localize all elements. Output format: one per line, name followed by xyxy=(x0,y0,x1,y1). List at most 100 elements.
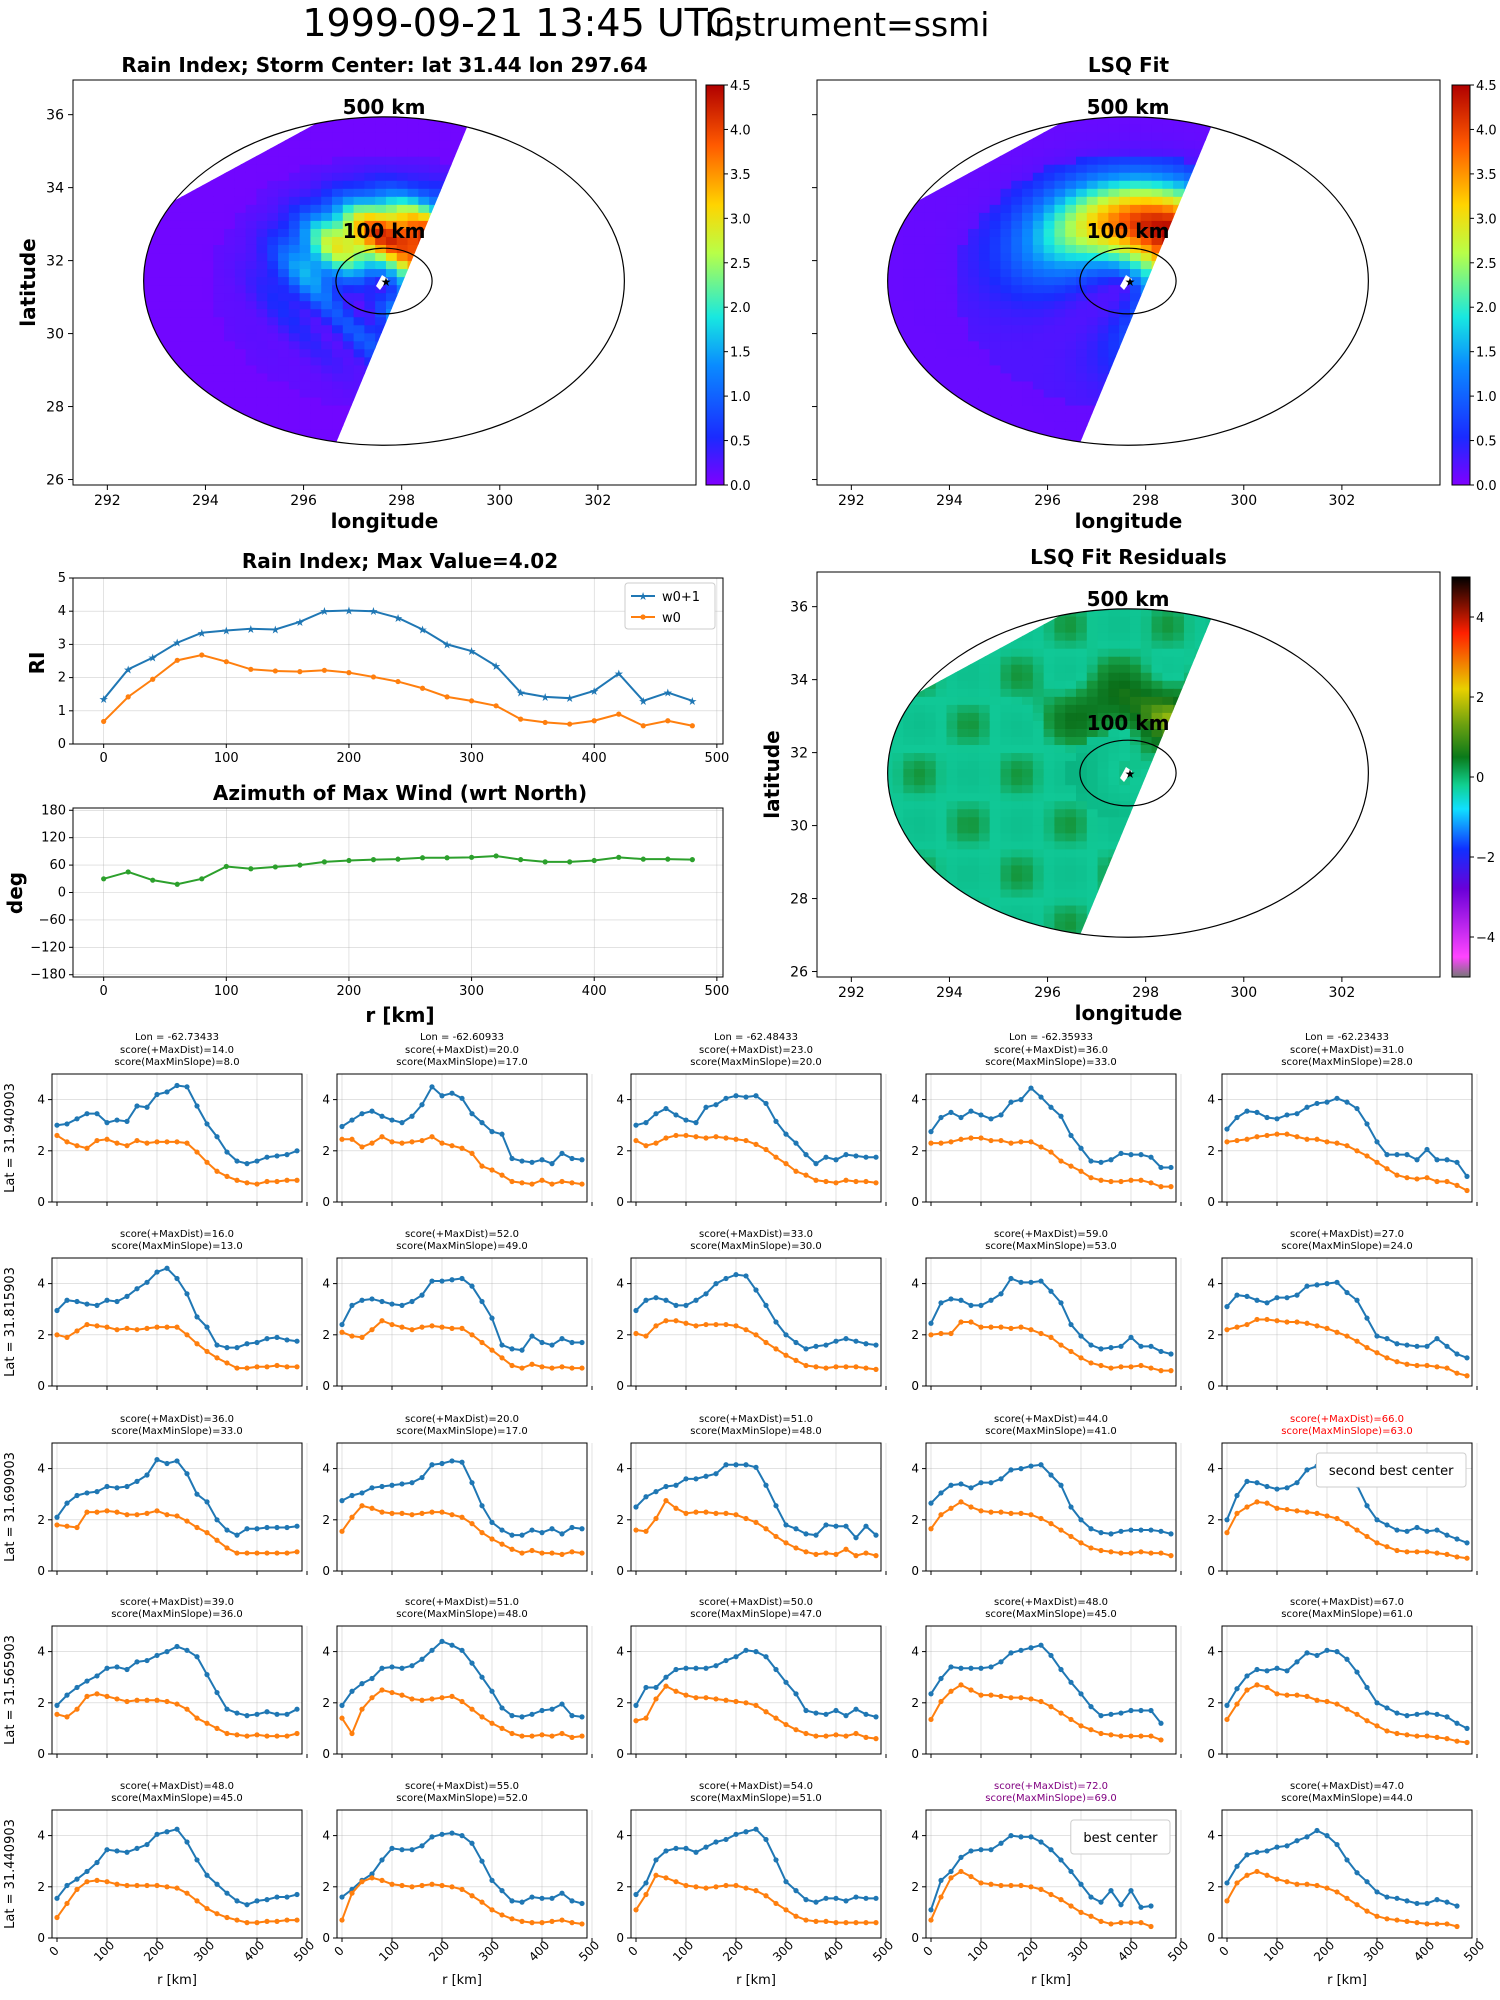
map-pixel xyxy=(332,332,344,342)
map-pixel xyxy=(613,445,625,454)
map-pixel xyxy=(1086,340,1099,350)
map-pixel xyxy=(127,341,139,350)
map-pixel xyxy=(677,453,689,462)
map-pixel xyxy=(849,461,861,470)
map-pixel xyxy=(1086,260,1099,270)
map-pixel xyxy=(871,196,883,205)
map-pixel xyxy=(429,340,441,350)
map-pixel xyxy=(472,188,476,197)
map-pixel xyxy=(1151,332,1164,342)
map-pixel xyxy=(353,236,366,245)
map-pixel xyxy=(1162,276,1174,286)
map-pixel xyxy=(202,332,215,342)
map-pixel xyxy=(623,284,635,293)
map-pixel xyxy=(580,228,592,237)
map-pixel xyxy=(526,212,538,221)
map-pixel xyxy=(299,396,312,406)
map-pixel xyxy=(288,244,301,254)
map-pixel xyxy=(1151,139,1164,149)
map-pixel xyxy=(839,437,851,446)
map-pixel xyxy=(396,188,409,197)
map-pixel xyxy=(461,444,474,446)
map-pixel xyxy=(828,461,840,470)
map-pixel xyxy=(343,84,355,93)
map-pixel xyxy=(1086,139,1099,149)
map-pixel xyxy=(278,260,290,270)
map-pixel xyxy=(159,84,171,93)
map-pixel xyxy=(1108,147,1120,157)
map-pixel xyxy=(559,124,571,133)
map-pixel xyxy=(828,300,840,309)
map-pixel xyxy=(450,252,463,262)
map-pixel xyxy=(191,116,204,125)
map-pixel xyxy=(245,204,258,213)
map-pixel xyxy=(332,420,344,430)
map-pixel xyxy=(1108,300,1120,310)
map-pixel xyxy=(127,397,139,406)
map-pixel xyxy=(256,116,269,125)
map-pixel xyxy=(450,332,463,342)
map-pixel xyxy=(978,276,991,286)
map-pixel xyxy=(1011,116,1023,125)
map-pixel xyxy=(634,172,646,181)
map-pixel xyxy=(1022,188,1034,197)
map-pixel xyxy=(245,163,258,173)
map-pixel xyxy=(924,380,937,390)
map-pixel xyxy=(1097,276,1110,286)
map-pixel xyxy=(623,100,635,109)
map-pixel xyxy=(935,116,948,125)
map-pixel xyxy=(1108,372,1120,382)
map-pixel xyxy=(224,268,236,278)
map-pixel xyxy=(505,300,517,309)
map-pixel xyxy=(1141,469,1153,478)
map-pixel xyxy=(450,163,463,173)
map-pixel xyxy=(95,132,107,141)
map-pixel xyxy=(613,228,625,237)
map-pixel xyxy=(1043,372,1056,382)
map-pixel xyxy=(1000,364,1013,374)
map-pixel xyxy=(224,236,236,245)
map-pixel xyxy=(645,469,657,478)
map-pixel xyxy=(84,116,96,125)
map-pixel xyxy=(559,116,571,125)
map-pixel xyxy=(278,308,290,318)
map-pixel xyxy=(1108,260,1120,270)
map-pixel xyxy=(946,139,959,149)
map-pixel xyxy=(1000,244,1013,254)
map-pixel xyxy=(1043,163,1056,173)
map-pixel xyxy=(645,284,657,293)
map-pixel xyxy=(1011,412,1023,422)
map-pixel xyxy=(461,116,474,125)
map-pixel xyxy=(559,453,571,462)
map-pixel xyxy=(914,236,926,245)
map-pixel xyxy=(1022,139,1034,149)
map-pixel xyxy=(1097,444,1110,446)
map-pixel xyxy=(1194,364,1207,374)
map-pixel xyxy=(1097,147,1110,157)
map-pixel xyxy=(1032,179,1045,189)
map-pixel xyxy=(1194,179,1207,189)
map-pixel xyxy=(332,364,344,374)
map-pixel xyxy=(828,397,840,406)
map-pixel xyxy=(73,140,85,149)
map-pixel xyxy=(515,437,527,446)
map-pixel xyxy=(978,364,991,374)
map-pixel xyxy=(860,204,872,213)
y-tick-label: 26 xyxy=(46,473,64,489)
map-pixel xyxy=(688,172,700,181)
map-pixel xyxy=(1065,155,1077,165)
map-pixel xyxy=(95,332,107,341)
map-pixel xyxy=(191,372,204,382)
map-pixel xyxy=(1097,308,1110,318)
map-pixel xyxy=(1162,308,1174,318)
map-pixel xyxy=(95,172,107,181)
map-pixel xyxy=(148,420,161,430)
map-pixel xyxy=(947,469,959,478)
map-pixel xyxy=(245,131,258,141)
map-pixel xyxy=(1162,372,1174,382)
map-pixel xyxy=(483,357,495,366)
map-pixel xyxy=(170,116,182,125)
map-pixel xyxy=(1086,428,1099,438)
map-pixel xyxy=(310,300,323,310)
map-pixel xyxy=(914,332,926,342)
